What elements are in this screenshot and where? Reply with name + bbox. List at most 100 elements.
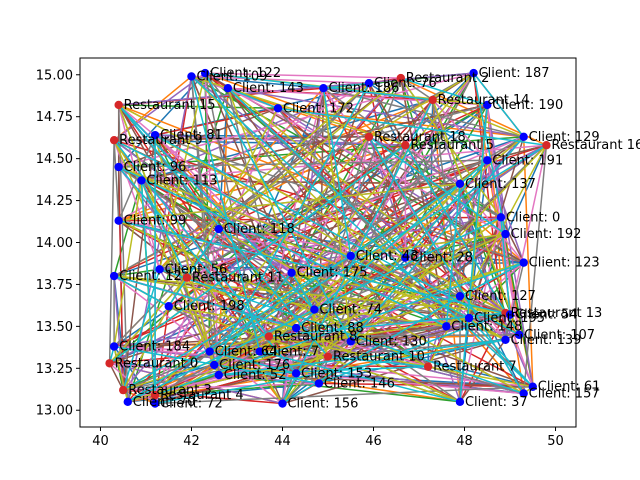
x-tick-label: 46 xyxy=(365,434,382,449)
y-tick-label: 13.50 xyxy=(36,320,73,335)
client-label: Client: 7 xyxy=(265,345,319,360)
client-label: Client: 123 xyxy=(529,256,600,271)
restaurant-label: Restaurant 9 xyxy=(119,133,203,148)
client-point xyxy=(319,83,328,93)
client-point xyxy=(519,389,528,398)
client-point xyxy=(314,379,324,388)
x-tick-label: 50 xyxy=(547,434,564,449)
client-point xyxy=(528,382,537,391)
client-point xyxy=(464,313,474,323)
restaurant-label: Restaurant 16 xyxy=(551,138,640,153)
client-label: Client: 113 xyxy=(146,173,217,188)
client-point xyxy=(401,253,410,262)
x-tick-label: 44 xyxy=(274,434,291,449)
client-label: Client: 61 xyxy=(538,380,601,395)
restaurant-label: Restaurant 10 xyxy=(333,350,425,365)
client-label: Client: 176 xyxy=(219,358,290,373)
client-point xyxy=(310,305,319,314)
client-point xyxy=(123,397,132,407)
client-point xyxy=(469,68,478,78)
client-point xyxy=(278,399,287,408)
client-label: Client: 127 xyxy=(465,289,536,304)
client-point xyxy=(150,399,160,408)
y-tick-label: 14.75 xyxy=(36,110,73,125)
restaurant-label: Restaurant 15 xyxy=(124,98,216,113)
client-label: Client: 88 xyxy=(301,321,364,336)
restaurant-label: Restaurant 0 xyxy=(115,356,199,371)
restaurant-point xyxy=(150,390,160,400)
client-label: Client: 175 xyxy=(297,266,368,281)
client-point xyxy=(346,251,355,261)
client-point xyxy=(109,271,119,281)
restaurant-label: Restaurant 8 xyxy=(274,329,358,344)
client-point xyxy=(200,68,210,78)
client-label: Client: 109 xyxy=(196,69,267,84)
client-label: Client: 143 xyxy=(233,81,304,96)
x-tick-label: 48 xyxy=(456,434,473,449)
client-label: Client: 70 xyxy=(133,395,196,410)
restaurant-point xyxy=(323,352,333,361)
client-point xyxy=(273,104,283,113)
client-point xyxy=(483,156,492,165)
restaurant-point xyxy=(396,73,406,83)
client-point xyxy=(514,330,524,339)
client-label: Client: 195 xyxy=(474,311,545,326)
client-label: Client: 186 xyxy=(328,81,399,96)
client-point xyxy=(137,176,146,185)
restaurant-label: Restaurant 7 xyxy=(433,360,517,375)
client-point xyxy=(496,213,506,222)
client-point xyxy=(164,302,173,311)
client-point xyxy=(505,310,515,319)
client-point xyxy=(205,347,214,356)
restaurant-point xyxy=(119,385,128,395)
client-label: Client: 74 xyxy=(319,303,382,318)
restaurant-label: Restaurant 4 xyxy=(160,388,244,403)
client-point xyxy=(187,72,196,81)
client-label: Client: 146 xyxy=(324,376,395,391)
restaurant-label: Restaurant 14 xyxy=(438,93,530,108)
restaurant-point xyxy=(428,95,437,105)
client-point xyxy=(442,322,451,331)
client-label: Client: 187 xyxy=(479,66,550,81)
client-point xyxy=(214,224,223,234)
y-tick-label: 13.00 xyxy=(36,404,73,419)
client-label: Client: 130 xyxy=(356,334,427,349)
client-label: Client: 76 xyxy=(374,76,437,91)
restaurant-label: Restaurant 2 xyxy=(406,71,490,86)
restaurant-point xyxy=(182,273,192,282)
restaurant-label: Restaurant 11 xyxy=(192,271,284,286)
client-label: Client: 129 xyxy=(529,130,600,145)
client-point xyxy=(455,291,465,301)
client-label: Client: 0 xyxy=(506,210,560,225)
client-point xyxy=(346,337,355,346)
client-point xyxy=(483,100,492,110)
client-label: Client: 64 xyxy=(215,345,278,360)
client-point xyxy=(519,258,528,267)
y-tick-label: 14.50 xyxy=(36,152,73,167)
y-axis-ticks: 13.00 13.25 13.50 13.75 14.00 14.25 14.50 14.75… xyxy=(36,68,80,419)
client-label: Client: 96 xyxy=(124,160,187,175)
client-label: Client: 99 xyxy=(124,214,187,229)
client-label: Client: 198 xyxy=(174,299,245,314)
data-points xyxy=(105,68,551,408)
restaurant-label: Restaurant 3 xyxy=(128,383,212,398)
restaurant-label: Restaurant 13 xyxy=(510,306,602,321)
client-label: Client: 12 xyxy=(119,269,182,284)
y-tick-label: 13.75 xyxy=(36,278,73,293)
client-point xyxy=(223,83,233,93)
restaurant-point xyxy=(105,359,114,368)
client-point xyxy=(364,78,374,88)
route-line xyxy=(108,72,548,405)
y-tick-label: 14.25 xyxy=(36,194,73,209)
client-label: Client: 52 xyxy=(224,368,287,383)
restaurant-label: Restaurant 5 xyxy=(410,138,494,153)
client-point xyxy=(214,370,223,380)
client-label: Client: 43 xyxy=(356,249,419,264)
client-label: Client: 118 xyxy=(224,222,295,237)
client-point xyxy=(501,335,510,344)
point-labels: Restaurant 2 Restaurant 14 Restaurant 15 Re… xyxy=(115,66,640,411)
client-label: Client: 122 xyxy=(210,66,281,81)
client-label: Client: 37 xyxy=(465,395,528,410)
client-label: Client: 153 xyxy=(301,366,372,381)
client-point xyxy=(455,397,465,407)
